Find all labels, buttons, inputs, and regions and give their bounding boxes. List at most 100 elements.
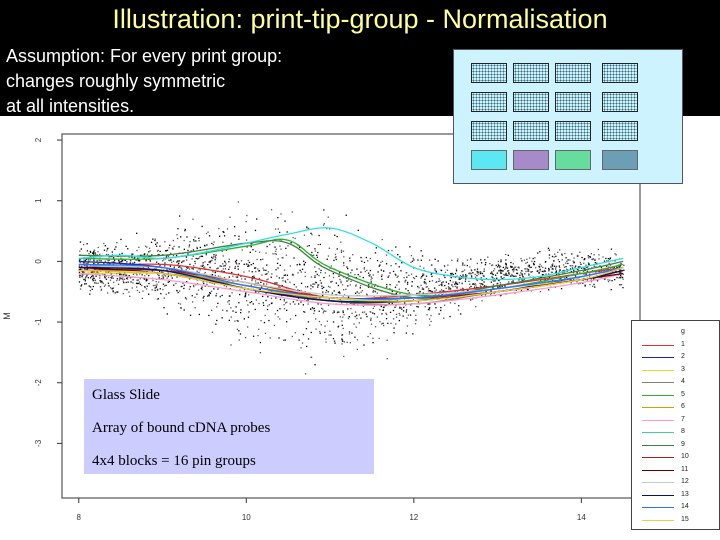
- scatter-point: [89, 293, 91, 295]
- scatter-point: [520, 258, 522, 260]
- scatter-point: [230, 316, 232, 318]
- scatter-point: [569, 279, 571, 281]
- scatter-point: [406, 317, 408, 319]
- chart-legend: g 1 2 3 4 5 6 7 8 9 10 11 12 13 14 15: [631, 320, 720, 530]
- scatter-point: [286, 231, 288, 233]
- scatter-point: [122, 274, 124, 276]
- scatter-point: [221, 270, 223, 272]
- scatter-point: [337, 284, 339, 287]
- scatter-point: [508, 273, 511, 275]
- legend-swatch: [642, 432, 674, 433]
- scatter-point: [108, 256, 110, 258]
- scatter-point: [200, 265, 202, 267]
- scatter-point: [576, 281, 578, 283]
- scatter-point: [203, 266, 205, 269]
- scatter-point: [213, 241, 215, 243]
- scatter-point: [368, 284, 370, 286]
- scatter-point: [210, 290, 213, 292]
- scatter-point: [370, 323, 373, 325]
- scatter-point: [253, 276, 255, 279]
- scatter-point: [92, 277, 95, 279]
- scatter-point: [247, 326, 249, 328]
- scatter-point: [515, 268, 517, 271]
- scatter-point: [481, 279, 483, 281]
- scatter-point: [156, 288, 159, 291]
- scatter-point: [609, 257, 611, 260]
- scatter-point: [112, 290, 114, 292]
- scatter-point: [444, 284, 446, 287]
- scatter-point: [318, 234, 320, 237]
- scatter-point: [552, 265, 554, 267]
- scatter-point: [93, 260, 95, 262]
- scatter-point: [370, 317, 372, 319]
- scatter-point: [345, 288, 347, 290]
- scatter-point: [188, 288, 191, 290]
- scatter-point: [185, 256, 188, 258]
- scatter-point: [474, 273, 476, 276]
- scatter-point: [499, 266, 501, 269]
- scatter-point: [281, 285, 283, 287]
- scatter-point: [271, 302, 273, 304]
- scatter-point: [308, 245, 310, 247]
- scatter-point: [603, 260, 606, 262]
- scatter-point: [492, 273, 494, 276]
- scatter-point: [323, 276, 325, 279]
- scatter-point: [163, 307, 165, 309]
- scatter-point: [320, 272, 322, 274]
- scatter-point: [349, 257, 351, 259]
- scatter-point: [505, 253, 507, 256]
- scatter-point: [275, 248, 277, 250]
- scatter-point: [111, 254, 114, 256]
- scatter-point: [81, 284, 83, 286]
- scatter-point: [165, 255, 168, 257]
- legend-entry: 10: [632, 452, 720, 463]
- scatter-point: [246, 214, 248, 217]
- scatter-point: [380, 269, 382, 271]
- scatter-point: [435, 271, 438, 274]
- scatter-point: [554, 265, 556, 267]
- scatter-point: [300, 282, 303, 284]
- scatter-point: [498, 265, 500, 267]
- scatter-point: [111, 277, 113, 279]
- scatter-point: [181, 261, 183, 263]
- scatter-point: [154, 238, 156, 240]
- scatter-point: [194, 307, 196, 309]
- scatter-point: [377, 271, 379, 273]
- scatter-point: [94, 282, 96, 284]
- scatter-point: [156, 289, 159, 291]
- scatter-point: [92, 274, 94, 277]
- scatter-point: [158, 281, 160, 283]
- scatter-point: [312, 283, 314, 285]
- scatter-point: [315, 328, 317, 330]
- scatter-point: [92, 271, 94, 273]
- scatter-point: [204, 245, 206, 247]
- highlighted-print-tip-block: [471, 150, 507, 170]
- scatter-point: [372, 337, 374, 339]
- scatter-point: [588, 263, 590, 265]
- scatter-point: [228, 258, 230, 260]
- scatter-point: [581, 267, 583, 269]
- legend-swatch: [642, 369, 674, 371]
- scatter-point: [407, 290, 409, 292]
- scatter-point: [591, 258, 593, 261]
- scatter-point: [491, 264, 493, 267]
- scatter-point: [614, 253, 616, 255]
- scatter-point: [159, 265, 161, 267]
- scatter-point: [104, 277, 106, 279]
- scatter-point: [524, 273, 526, 275]
- scatter-point: [277, 217, 279, 219]
- scatter-point: [620, 274, 622, 276]
- scatter-point: [232, 280, 234, 282]
- scatter-point: [337, 311, 339, 313]
- scatter-point: [609, 279, 611, 281]
- scatter-point: [230, 307, 232, 309]
- scatter-point: [253, 275, 255, 277]
- scatter-point: [314, 248, 316, 250]
- scatter-point: [584, 274, 587, 276]
- scatter-point: [282, 257, 284, 259]
- scatter-point: [297, 289, 299, 291]
- scatter-point: [371, 277, 373, 279]
- scatter-point: [260, 286, 263, 288]
- scatter-point: [125, 274, 128, 276]
- scatter-point: [201, 265, 204, 267]
